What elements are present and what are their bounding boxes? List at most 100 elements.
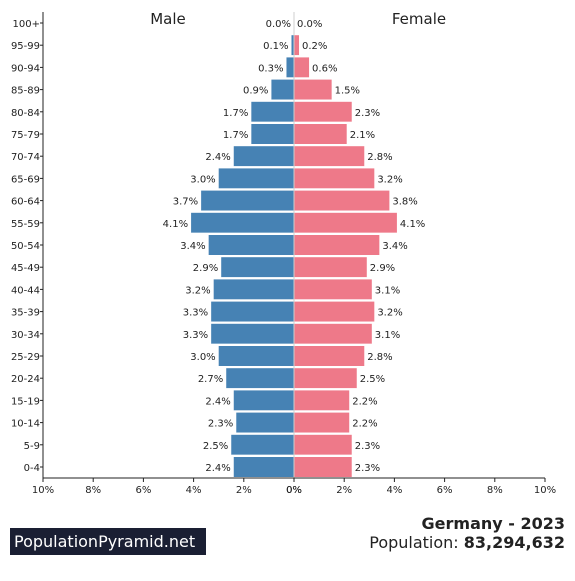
data-label-male: 2.4% bbox=[205, 152, 230, 163]
y-tick-label: 70-74 bbox=[11, 152, 40, 163]
chart-title: Germany - 2023 bbox=[421, 514, 565, 533]
data-label-female: 2.3% bbox=[355, 108, 380, 119]
y-tick-label: 55-59 bbox=[11, 219, 40, 230]
data-label-female: 3.2% bbox=[377, 174, 402, 185]
y-tick-label: 0-4 bbox=[24, 463, 40, 474]
bar-male-40-44 bbox=[213, 279, 294, 300]
bar-female-75-79 bbox=[294, 124, 347, 144]
x-tick-label-left: 2% bbox=[236, 485, 252, 496]
y-tick-label: 10-14 bbox=[11, 419, 40, 430]
data-label-male: 3.0% bbox=[190, 352, 215, 363]
bar-male-55-59 bbox=[191, 212, 294, 233]
data-label-female: 3.1% bbox=[375, 285, 400, 296]
bar-male-0-4 bbox=[233, 457, 294, 477]
bar-male-70-74 bbox=[233, 146, 294, 167]
bar-male-85-89 bbox=[271, 79, 294, 100]
bar-female-95-99 bbox=[294, 35, 300, 56]
data-label-female: 2.1% bbox=[350, 130, 375, 141]
data-label-female: 2.8% bbox=[367, 152, 392, 163]
x-tick-label-right: 4% bbox=[386, 485, 402, 496]
data-label-female: 2.2% bbox=[352, 419, 377, 430]
x-tick-label-right: 6% bbox=[437, 485, 453, 496]
y-tick-label: 5-9 bbox=[24, 441, 40, 452]
bar-female-55-59 bbox=[294, 212, 397, 233]
brand-logo-text[interactable]: PopulationPyramid.net bbox=[10, 528, 206, 555]
bar-male-95-99 bbox=[291, 35, 294, 56]
bar-female-35-39 bbox=[294, 301, 375, 322]
bar-male-15-19 bbox=[233, 390, 294, 411]
x-tick-label-right: 2% bbox=[336, 485, 352, 496]
bar-female-5-9 bbox=[294, 434, 352, 455]
data-label-female: 0.6% bbox=[312, 63, 337, 74]
male-side-label: Male bbox=[150, 10, 186, 28]
bar-male-60-64 bbox=[201, 190, 294, 211]
bar-female-50-54 bbox=[294, 235, 380, 255]
x-tick-label-left: 6% bbox=[135, 485, 151, 496]
bar-female-90-94 bbox=[294, 57, 310, 78]
y-tick-label: 30-34 bbox=[11, 330, 40, 341]
bar-female-25-29 bbox=[294, 346, 365, 366]
x-tick-label-left: 4% bbox=[186, 485, 202, 496]
y-tick-label: 20-24 bbox=[11, 374, 40, 385]
data-label-female: 3.8% bbox=[392, 197, 417, 208]
data-label-male: 2.7% bbox=[198, 374, 223, 385]
x-tick-label-right: 0% bbox=[286, 485, 302, 496]
bar-male-25-29 bbox=[218, 346, 294, 366]
data-label-female: 2.8% bbox=[367, 352, 392, 363]
data-label-male: 3.4% bbox=[180, 241, 205, 252]
bar-female-30-34 bbox=[294, 323, 372, 344]
population-label: Population: bbox=[369, 533, 459, 552]
data-label-male: 3.0% bbox=[190, 174, 215, 185]
bar-male-20-24 bbox=[226, 368, 294, 389]
data-label-female: 2.3% bbox=[355, 441, 380, 452]
data-label-male: 2.4% bbox=[205, 463, 230, 474]
bar-female-20-24 bbox=[294, 368, 357, 389]
data-label-male: 3.3% bbox=[183, 308, 208, 319]
y-tick-label: 25-29 bbox=[11, 352, 40, 363]
bar-male-65-69 bbox=[218, 168, 294, 189]
data-label-male: 3.2% bbox=[185, 285, 210, 296]
y-tick-label: 15-19 bbox=[11, 396, 40, 407]
data-label-female: 2.9% bbox=[370, 263, 395, 274]
y-tick-label: 80-84 bbox=[11, 108, 40, 119]
x-tick-label-right: 10% bbox=[534, 485, 556, 496]
data-label-male: 0.0% bbox=[266, 19, 291, 30]
bar-male-90-94 bbox=[286, 57, 294, 78]
bar-female-65-69 bbox=[294, 168, 375, 189]
y-tick-label: 85-89 bbox=[11, 86, 40, 97]
bar-female-45-49 bbox=[294, 257, 367, 278]
data-label-female: 0.2% bbox=[302, 41, 327, 52]
data-label-male: 0.3% bbox=[258, 63, 283, 74]
bar-female-40-44 bbox=[294, 279, 372, 300]
bar-female-0-4 bbox=[294, 457, 352, 477]
data-label-female: 2.2% bbox=[352, 396, 377, 407]
x-tick-label-left: 8% bbox=[85, 485, 101, 496]
y-tick-label: 40-44 bbox=[11, 285, 40, 296]
data-label-male: 2.5% bbox=[203, 441, 228, 452]
data-label-female: 3.4% bbox=[382, 241, 407, 252]
x-tick-label-left: 10% bbox=[32, 485, 54, 496]
bar-male-45-49 bbox=[221, 257, 294, 278]
x-tick-label-left: 0% bbox=[286, 485, 302, 496]
data-label-male: 0.9% bbox=[243, 86, 268, 97]
data-label-male: 3.7% bbox=[173, 197, 198, 208]
data-label-male: 2.9% bbox=[193, 263, 218, 274]
data-label-male: 2.4% bbox=[205, 396, 230, 407]
data-label-male: 1.7% bbox=[223, 130, 248, 141]
y-tick-label: 60-64 bbox=[11, 197, 40, 208]
data-label-female: 0.0% bbox=[297, 19, 322, 30]
y-tick-label: 65-69 bbox=[11, 174, 40, 185]
bar-female-85-89 bbox=[294, 79, 332, 100]
y-tick-label: 50-54 bbox=[11, 241, 40, 252]
data-label-female: 3.2% bbox=[377, 308, 402, 319]
bar-female-10-14 bbox=[294, 412, 350, 433]
bar-male-80-84 bbox=[251, 101, 294, 122]
data-label-male: 0.1% bbox=[263, 41, 288, 52]
y-tick-label: 90-94 bbox=[11, 63, 40, 74]
bar-female-80-84 bbox=[294, 101, 352, 122]
population-pyramid-chart: 100+ 0.0% 0.0% 95-99 0.1% 0.2% 90-94 0.3% 0.6% 85… bbox=[11, 10, 556, 496]
female-side-label: Female bbox=[392, 10, 446, 28]
bar-female-70-74 bbox=[294, 146, 365, 167]
data-label-male: 3.3% bbox=[183, 330, 208, 341]
y-tick-label: 45-49 bbox=[11, 263, 40, 274]
